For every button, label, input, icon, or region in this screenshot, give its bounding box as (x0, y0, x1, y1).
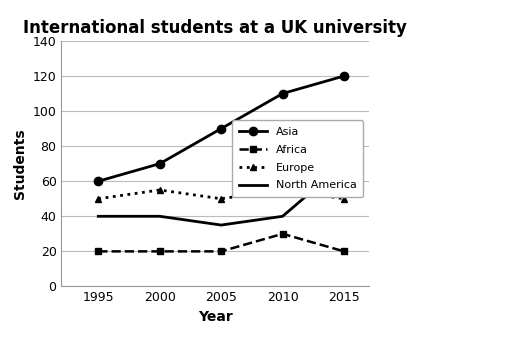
North America (280, 214, 286, 218)
Legend: Asia, Africa, Europe, North America: Asia, Africa, Europe, North America (232, 120, 363, 197)
Title: International students at a UK university: International students at a UK universit… (23, 19, 407, 36)
Line: Asia: Asia (94, 72, 348, 186)
Line: North America: North America (98, 164, 344, 225)
Line: Africa: Africa (95, 231, 348, 255)
Y-axis label: Students: Students (13, 128, 27, 199)
Africa (95, 249, 101, 253)
Asia (95, 179, 101, 183)
Asia (280, 91, 286, 95)
Europe (157, 188, 163, 192)
North America (341, 162, 347, 166)
X-axis label: Year: Year (198, 310, 232, 324)
Europe (218, 197, 224, 201)
North America (95, 214, 101, 218)
Asia (157, 162, 163, 166)
North America (218, 223, 224, 227)
Africa (218, 249, 224, 253)
Africa (280, 232, 286, 236)
Africa (341, 249, 347, 253)
Asia (218, 127, 224, 131)
Africa (157, 249, 163, 253)
Asia (341, 74, 347, 78)
Line: Europe: Europe (95, 187, 348, 202)
North America (157, 214, 163, 218)
Europe (95, 197, 101, 201)
Europe (341, 197, 347, 201)
Europe (280, 188, 286, 192)
